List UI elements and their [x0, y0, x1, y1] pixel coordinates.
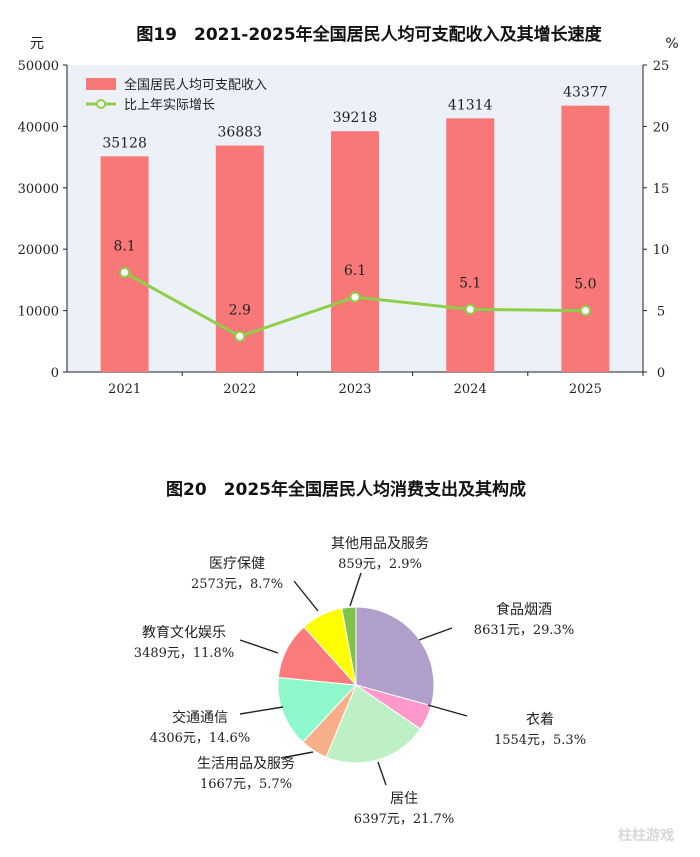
pie-leader-line	[280, 751, 314, 759]
income-bar-label: 36883	[218, 125, 263, 141]
left-tick-label: 50000	[18, 59, 59, 74]
pie-leader-line	[349, 572, 362, 607]
watermark-text: 柱柱游戏	[618, 827, 674, 844]
left-axis-unit: 元	[30, 36, 44, 52]
legend-swatch-income	[86, 78, 116, 90]
pie-slice-value: 1667元，5.7%	[200, 777, 292, 792]
growth-point	[119, 267, 131, 279]
pie-slice	[325, 684, 422, 764]
pie-leader-line	[293, 580, 319, 612]
growth-point	[234, 330, 246, 342]
income-bar-label: 43377	[563, 85, 608, 101]
legend-label-growth: 比上年实际增长	[124, 98, 215, 113]
left-tick-label: 20000	[18, 243, 59, 258]
pie-slice-value: 4306元，14.6%	[150, 731, 250, 746]
growth-label: 8.1	[113, 239, 135, 255]
pie-slice-name: 衣着	[526, 712, 554, 728]
income-bar	[331, 131, 379, 372]
income-bar-label: 39218	[333, 110, 378, 126]
pie-slice	[355, 606, 435, 707]
pie-leader-line	[418, 627, 453, 641]
right-tick-label: 25	[653, 59, 670, 74]
pie-leader-line	[377, 761, 387, 786]
pie-slice-value: 2573元，8.7%	[191, 577, 283, 592]
pie-slice	[341, 606, 357, 686]
left-tick-label: 0	[51, 366, 59, 381]
x-tick-label: 2023	[338, 382, 371, 397]
pie-slice-name: 生活用品及服务	[197, 756, 295, 772]
growth-point	[349, 291, 361, 303]
chart2-title: 图20 2025年全国居民人均消费支出及其构成	[166, 479, 526, 500]
pie-slice-value: 3489元，11.8%	[134, 646, 234, 661]
pie-slice-name: 居住	[390, 791, 418, 807]
pie-slice-name: 食品烟酒	[496, 601, 552, 618]
pie-leader-line	[427, 704, 468, 717]
growth-point	[464, 303, 476, 315]
pie-slice	[277, 677, 358, 743]
income-bar	[561, 105, 610, 372]
pie-slice-name: 医疗保健	[209, 556, 265, 572]
x-tick-label: 2021	[108, 382, 141, 397]
chart1-title: 图19 2021-2025年全国居民人均可支配收入及其增长速度	[136, 24, 602, 45]
right-tick-label: 15	[653, 182, 670, 197]
growth-point	[579, 305, 591, 317]
pie-leader-line	[239, 639, 279, 654]
pie-slice-value: 859元，2.9%	[338, 557, 422, 572]
left-tick-label: 40000	[18, 120, 59, 135]
growth-label: 2.9	[229, 302, 251, 318]
x-tick-label: 2025	[569, 382, 602, 397]
income-bar-label: 35128	[102, 135, 147, 151]
pie-leader-line	[239, 706, 284, 715]
growth-label: 6.1	[344, 263, 366, 279]
right-tick-label: 5	[657, 305, 665, 320]
pie-slice-name: 其他用品及服务	[331, 536, 429, 552]
legend-label-income: 全国居民人均可支配收入	[124, 77, 267, 93]
pie-slice-name: 交通通信	[172, 709, 228, 726]
left-tick-label: 30000	[18, 182, 59, 197]
legend-marker-growth	[96, 99, 106, 109]
pie-slice-name: 教育文化娱乐	[142, 625, 226, 641]
growth-label: 5.0	[574, 277, 596, 293]
income-bar	[446, 118, 495, 373]
right-tick-label: 20	[653, 120, 670, 135]
income-bar-label: 41314	[448, 97, 493, 113]
right-tick-label: 10	[653, 243, 670, 258]
pie-slice-value: 8631元，29.3%	[474, 623, 574, 638]
right-tick-label: 0	[657, 366, 665, 381]
x-tick-label: 2022	[223, 382, 256, 397]
right-axis-unit: %	[665, 36, 678, 52]
income-bar	[100, 156, 149, 372]
chart1-legend: 全国居民人均可支配收入 比上年实际增长	[86, 77, 267, 113]
pie-slice-value: 1554元，5.3%	[494, 733, 586, 748]
left-tick-label: 10000	[18, 305, 59, 320]
pie-slice-value: 6397元，21.7%	[354, 812, 454, 827]
x-tick-label: 2024	[454, 382, 487, 397]
growth-label: 5.1	[459, 275, 481, 291]
